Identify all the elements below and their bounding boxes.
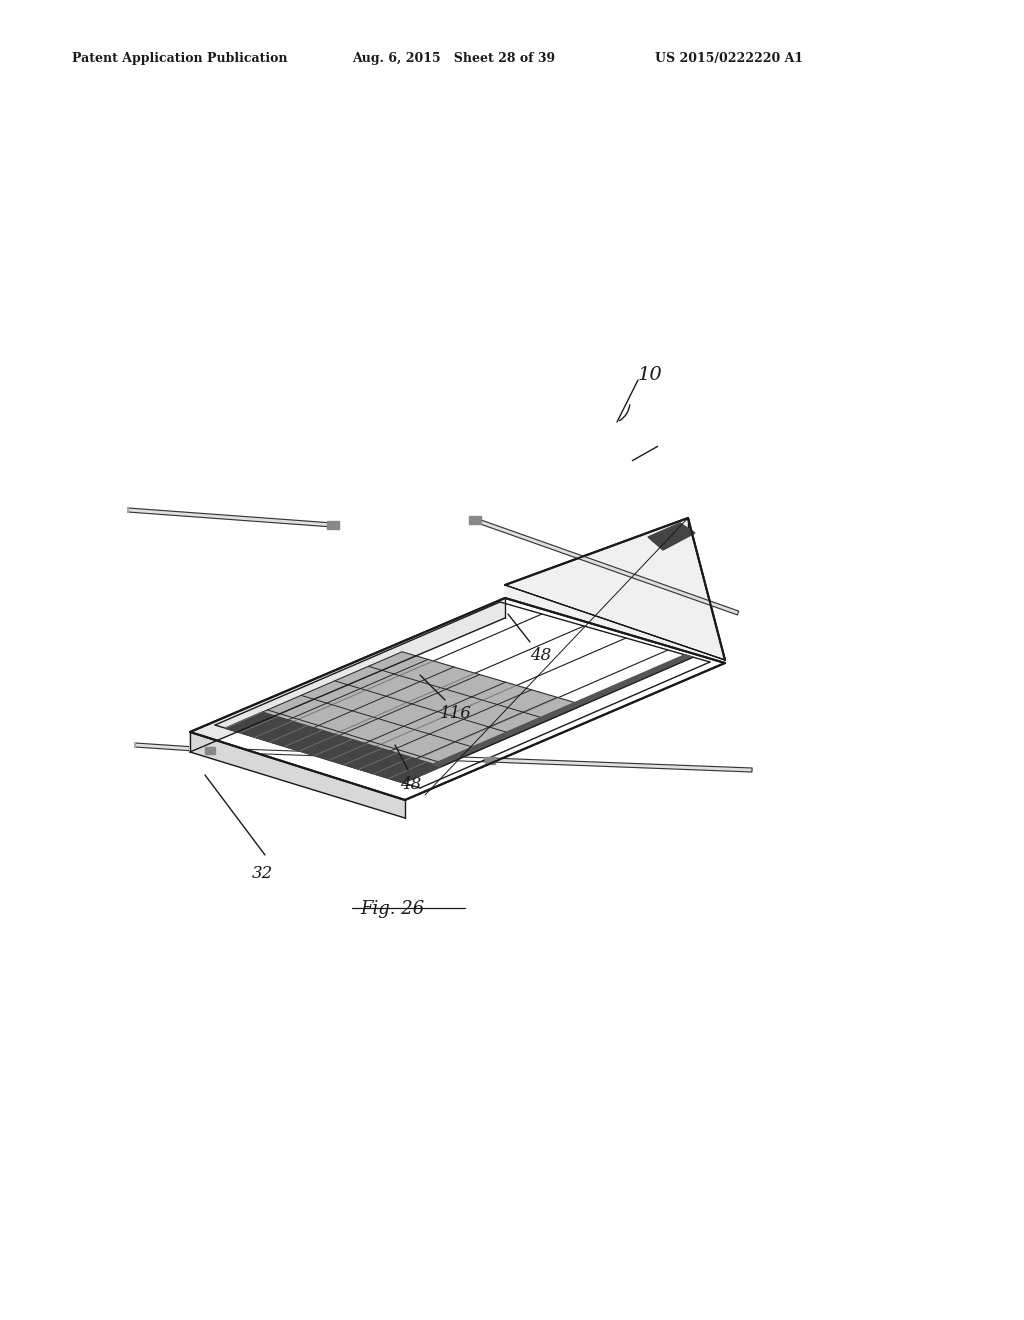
Polygon shape [429, 719, 489, 742]
Polygon shape [455, 727, 515, 750]
Polygon shape [498, 690, 557, 713]
Polygon shape [190, 598, 505, 752]
Polygon shape [412, 689, 472, 711]
Polygon shape [190, 733, 406, 818]
Text: Aug. 6, 2015   Sheet 28 of 39: Aug. 6, 2015 Sheet 28 of 39 [352, 51, 555, 65]
Polygon shape [464, 705, 523, 727]
Text: US 2015/0222220 A1: US 2015/0222220 A1 [655, 51, 803, 65]
Polygon shape [395, 734, 455, 756]
Polygon shape [293, 704, 352, 726]
Polygon shape [335, 667, 394, 689]
Polygon shape [474, 519, 738, 615]
Polygon shape [336, 741, 395, 763]
Polygon shape [420, 667, 479, 689]
Polygon shape [469, 516, 481, 524]
Polygon shape [378, 704, 437, 726]
Polygon shape [318, 711, 378, 733]
Polygon shape [387, 756, 446, 779]
Polygon shape [421, 742, 480, 764]
Polygon shape [301, 681, 360, 704]
Polygon shape [327, 689, 386, 711]
Polygon shape [403, 711, 464, 734]
Polygon shape [210, 748, 490, 762]
Polygon shape [267, 696, 327, 718]
Polygon shape [648, 523, 695, 550]
Polygon shape [394, 660, 454, 681]
Polygon shape [361, 748, 421, 771]
Polygon shape [233, 652, 583, 779]
Polygon shape [437, 697, 498, 719]
Polygon shape [190, 598, 725, 800]
Text: 32: 32 [252, 865, 273, 882]
Polygon shape [472, 682, 531, 705]
Polygon shape [135, 743, 210, 752]
Polygon shape [489, 758, 752, 772]
Text: 116: 116 [440, 705, 472, 722]
Polygon shape [259, 718, 318, 741]
Polygon shape [344, 718, 403, 741]
Polygon shape [386, 681, 445, 704]
Polygon shape [474, 517, 476, 523]
Polygon shape [485, 756, 495, 763]
Polygon shape [327, 521, 339, 529]
Polygon shape [360, 675, 420, 696]
Text: 48: 48 [400, 776, 421, 793]
Polygon shape [285, 726, 344, 748]
Text: 10: 10 [638, 366, 663, 384]
Polygon shape [128, 508, 333, 527]
Polygon shape [505, 517, 725, 660]
Polygon shape [523, 697, 583, 719]
Polygon shape [310, 733, 370, 756]
Polygon shape [205, 747, 215, 754]
Text: Fig. 26: Fig. 26 [360, 900, 424, 917]
Polygon shape [489, 713, 549, 735]
Polygon shape [369, 652, 428, 675]
Polygon shape [433, 655, 693, 767]
Polygon shape [370, 726, 429, 748]
Polygon shape [225, 713, 441, 783]
Text: Patent Application Publication: Patent Application Publication [72, 51, 288, 65]
Polygon shape [233, 710, 293, 733]
Polygon shape [352, 696, 412, 718]
Text: 48: 48 [530, 647, 551, 664]
Polygon shape [445, 675, 506, 697]
